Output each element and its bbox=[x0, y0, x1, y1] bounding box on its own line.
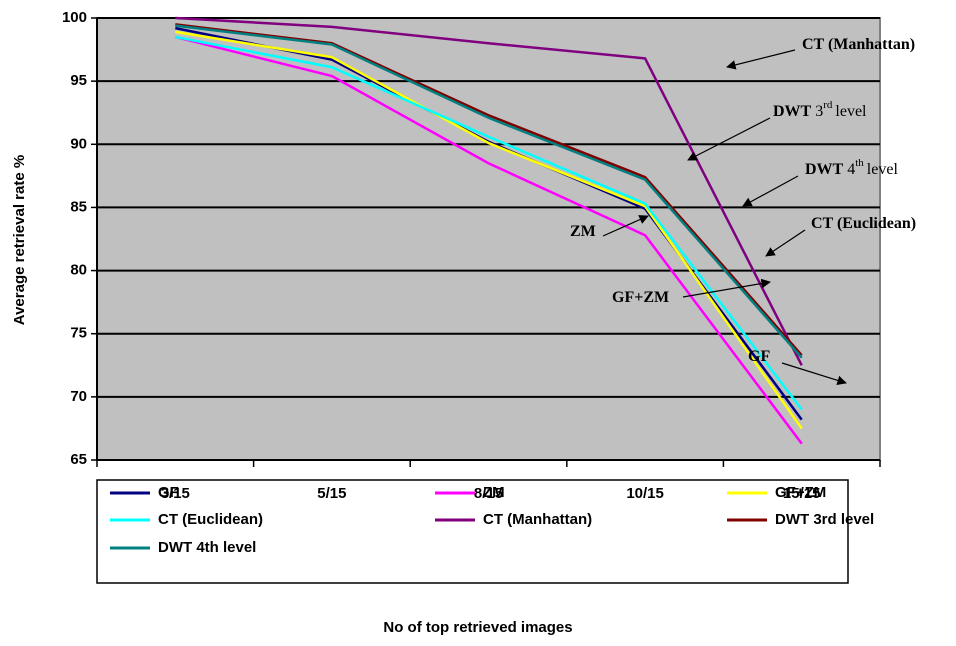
annotation-sup: th bbox=[855, 157, 864, 169]
x-tick-label: 8/15 bbox=[474, 485, 503, 502]
series-line bbox=[175, 23, 803, 357]
plot-area bbox=[96, 17, 881, 461]
annotation-arrow bbox=[765, 229, 806, 257]
y-axis-title: Average retrieval rate % bbox=[11, 155, 28, 325]
series-line bbox=[174, 35, 803, 445]
annotation-arrow bbox=[602, 215, 649, 237]
annotation: CT (Euclidean) bbox=[811, 215, 916, 232]
series-line bbox=[175, 35, 803, 411]
legend-label: GF+ZM bbox=[775, 484, 826, 501]
y-tick-label: 95 bbox=[70, 72, 87, 89]
x-tick-label: 3/15 bbox=[161, 485, 190, 502]
y-tick-label: 100 bbox=[62, 9, 87, 26]
annotation-bold: DWT bbox=[773, 103, 812, 120]
annotation-bold: CT (Manhattan) bbox=[802, 36, 915, 53]
y-tick-label: 65 bbox=[70, 451, 87, 468]
y-tick-label: 90 bbox=[70, 135, 87, 152]
annotation-arrow bbox=[742, 175, 799, 207]
annotation: GF+ZM bbox=[612, 289, 669, 306]
y-tick-label: 80 bbox=[70, 262, 87, 279]
legend-label: CT (Manhattan) bbox=[483, 511, 592, 528]
x-tick-label: 15/15 bbox=[783, 485, 821, 502]
series-line bbox=[175, 24, 803, 359]
legend-label: ZM bbox=[483, 484, 505, 501]
legend bbox=[96, 479, 849, 584]
x-tick-label: 10/15 bbox=[626, 485, 664, 502]
annotation-bold: ZM bbox=[570, 223, 596, 240]
series-line bbox=[175, 16, 803, 366]
annotation-text: 3 bbox=[815, 103, 823, 120]
annotation: ZM bbox=[570, 223, 596, 240]
legend-label: DWT 4th level bbox=[158, 539, 256, 556]
annotation-bold: GF+ZM bbox=[612, 289, 669, 306]
annotation-bold: DWT bbox=[805, 161, 844, 178]
annotation: DWT 3rd level bbox=[773, 99, 867, 120]
annotation: CT (Manhattan) bbox=[802, 36, 915, 53]
annotation-text: 4 bbox=[847, 161, 855, 178]
legend-label: CT (Euclidean) bbox=[158, 511, 263, 528]
annotation-arrow bbox=[726, 49, 796, 70]
annotation: DWT 4th level bbox=[805, 157, 898, 178]
series-line bbox=[175, 30, 803, 430]
annotation-sup: rd bbox=[823, 99, 833, 111]
legend-label: DWT 3rd level bbox=[775, 511, 874, 528]
legend-label: GF bbox=[158, 484, 179, 501]
annotation-bold: CT (Euclidean) bbox=[811, 215, 916, 232]
annotation-arrow bbox=[781, 362, 847, 386]
annotation: GF bbox=[748, 348, 770, 365]
annotation-arrow bbox=[687, 117, 771, 161]
annotation-text: level bbox=[835, 103, 867, 120]
x-axis-title: No of top retrieved images bbox=[383, 619, 572, 636]
x-tick-label: 5/15 bbox=[317, 485, 346, 502]
annotation-bold: GF bbox=[748, 348, 770, 365]
annotation-arrow bbox=[682, 278, 771, 298]
y-tick-label: 75 bbox=[70, 325, 87, 342]
annotation-text: level bbox=[867, 161, 899, 178]
y-tick-label: 70 bbox=[70, 388, 87, 405]
y-tick-label: 85 bbox=[70, 198, 87, 215]
